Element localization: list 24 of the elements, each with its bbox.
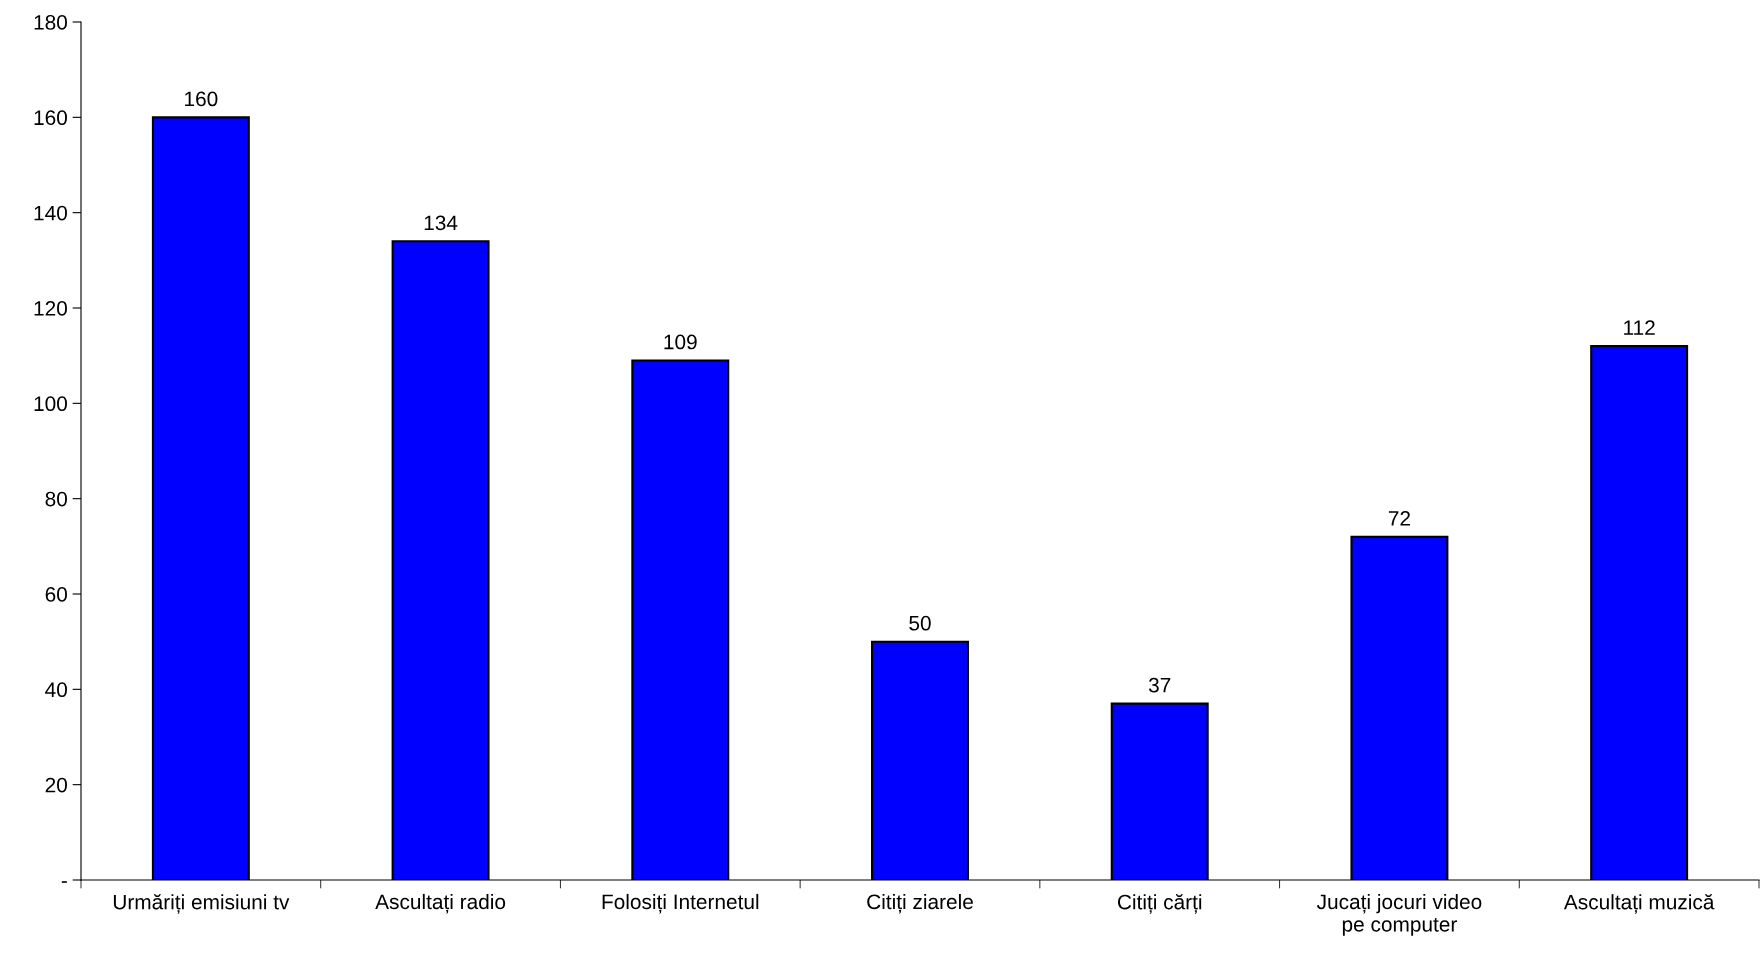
x-tick-label: Ascultați muzică: [1563, 893, 1715, 914]
x-tick-label: Citiți cărți: [1117, 893, 1202, 914]
data-label: 37: [1148, 677, 1171, 693]
y-tick-label: -: [61, 881, 67, 883]
y-tick-label: 20: [45, 777, 67, 793]
y-tick-label: 40: [45, 682, 67, 698]
data-label: 109: [664, 334, 697, 350]
x-tick-label: Folosiți Internetul: [602, 893, 759, 914]
x-tick-label: Urmăriți emisiuni tv: [113, 893, 290, 914]
y-tick-label: 180: [34, 15, 67, 30]
x-tick-label: Ascultați radio: [375, 893, 506, 914]
data-label: 134: [424, 215, 458, 231]
data-label: 160: [185, 91, 218, 107]
y-tick-label: 60: [45, 587, 67, 602]
y-tick-label: 120: [34, 301, 67, 316]
y-tick-label: 160: [34, 110, 67, 126]
data-label: 50: [909, 615, 931, 631]
y-tick-label: 80: [45, 491, 67, 507]
data-label: 72: [1388, 510, 1410, 526]
y-tick-label: 140: [34, 205, 67, 221]
data-label: 112: [1624, 320, 1655, 335]
x-tick-label: Jucați jocuri video pe computer: [1316, 893, 1482, 936]
y-tick-label: 100: [34, 396, 67, 412]
x-tick-label: Citiți ziarele: [867, 893, 973, 914]
